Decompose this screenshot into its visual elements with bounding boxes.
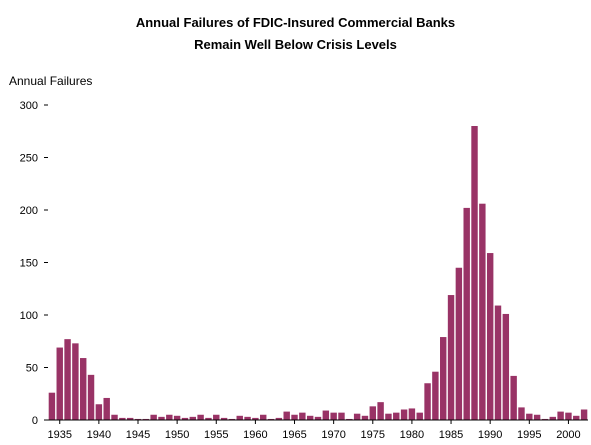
bar-1989 [479,203,486,420]
bar-1935 [56,347,63,420]
bar-1943 [119,417,126,420]
y-tick-label: 200 [20,205,38,217]
bar-1961 [260,414,267,420]
y-tick-label: 100 [20,310,38,322]
bar-1944 [126,417,134,420]
bar-1983 [432,371,439,420]
y-axis-label: Annual Failures [9,74,93,88]
bar-2001 [573,415,580,420]
bar-1969 [322,410,330,420]
bar-1982 [424,383,431,420]
bar-1949 [166,414,173,420]
bar-1952 [189,416,196,420]
x-tick-label: 1980 [400,429,424,441]
x-axis-ticks: 1935 1940 1945 1950 1955 1960 1965 1970 1975 1980… [47,420,581,441]
x-tick-label: 1945 [126,429,150,441]
bar-1934 [48,392,56,420]
x-tick-label: 2000 [556,429,580,441]
bar-1998 [549,416,556,420]
y-tick-label: 300 [20,100,38,112]
bar-1958 [236,415,243,420]
bar-1965 [291,414,298,420]
bar-1976 [377,402,384,420]
bar-1968 [314,416,322,420]
x-tick-label: 1965 [282,429,306,441]
bar-1985 [447,295,455,420]
bar-1974 [361,415,369,420]
bar-1986 [455,267,463,420]
x-tick-label: 1995 [517,429,541,441]
bar-1960 [252,417,259,420]
bar-1979 [400,409,408,420]
bar-1955 [213,414,220,420]
bar-1970 [330,412,337,420]
bar-1978 [393,412,400,420]
bar-1938 [80,358,87,420]
bar-1939 [87,374,95,420]
bar-1984 [440,337,447,420]
x-tick-label: 1960 [243,429,267,441]
chart-subtitle: Remain Well Below Crisis Levels [194,37,397,52]
bar-1957 [228,418,236,420]
x-tick-label: 1935 [47,429,71,441]
bar-1966 [299,412,306,420]
bar-1937 [72,343,79,420]
bar-1990 [486,253,494,420]
bar-1948 [158,416,165,420]
x-tick-label: 1955 [204,429,228,441]
y-tick-label: 250 [20,153,38,165]
x-tick-label: 1985 [439,429,463,441]
bar-1981 [416,412,423,420]
bar-1940 [95,404,103,420]
x-tick-label: 1940 [87,429,111,441]
bar-1992 [502,313,510,420]
bar-1997 [541,418,549,420]
bar-1996 [533,414,541,420]
bar-1971 [338,412,345,420]
bar-1963 [275,417,283,420]
y-tick-label: 150 [20,258,38,270]
bar-1967 [306,415,314,420]
bar-1977 [385,413,392,420]
y-axis-ticks: 0 50 100 150 200 250 300 [20,100,48,427]
bar-2000 [565,412,572,420]
bar-1962 [267,418,275,420]
chart-title: Annual Failures of FDIC-Insured Commerci… [135,15,456,30]
bar-1941 [103,397,110,420]
bar-series [48,126,588,420]
x-tick-label: 1970 [321,429,345,441]
bar-1973 [353,413,361,420]
bar-1988 [471,126,478,420]
x-tick-label: 1975 [361,429,385,441]
x-tick-label: 1990 [478,429,502,441]
bar-1995 [526,413,533,420]
bar-1951 [181,417,189,420]
bar-1946 [142,418,150,420]
bar-1953 [197,414,204,420]
bar-1950 [173,415,181,420]
bar-1964 [283,411,290,420]
y-tick-label: 0 [32,415,38,427]
y-tick-label: 50 [26,363,38,375]
bar-1936 [64,339,71,420]
bar-1954 [205,417,212,420]
bar-1987 [463,207,470,420]
bar-1972 [346,418,353,420]
bar-1975 [369,406,376,420]
bar-1945 [134,418,142,420]
bar-1994 [518,407,525,420]
bar-1991 [494,305,502,420]
bar-1999 [557,411,564,420]
bar-1947 [150,414,157,420]
bar-1942 [111,414,118,420]
x-tick-label: 1950 [165,429,189,441]
bar-2002 [580,409,588,420]
bar-1956 [220,417,228,420]
bar-1993 [510,375,517,420]
bar-1959 [244,416,251,420]
bar-1980 [408,408,416,420]
